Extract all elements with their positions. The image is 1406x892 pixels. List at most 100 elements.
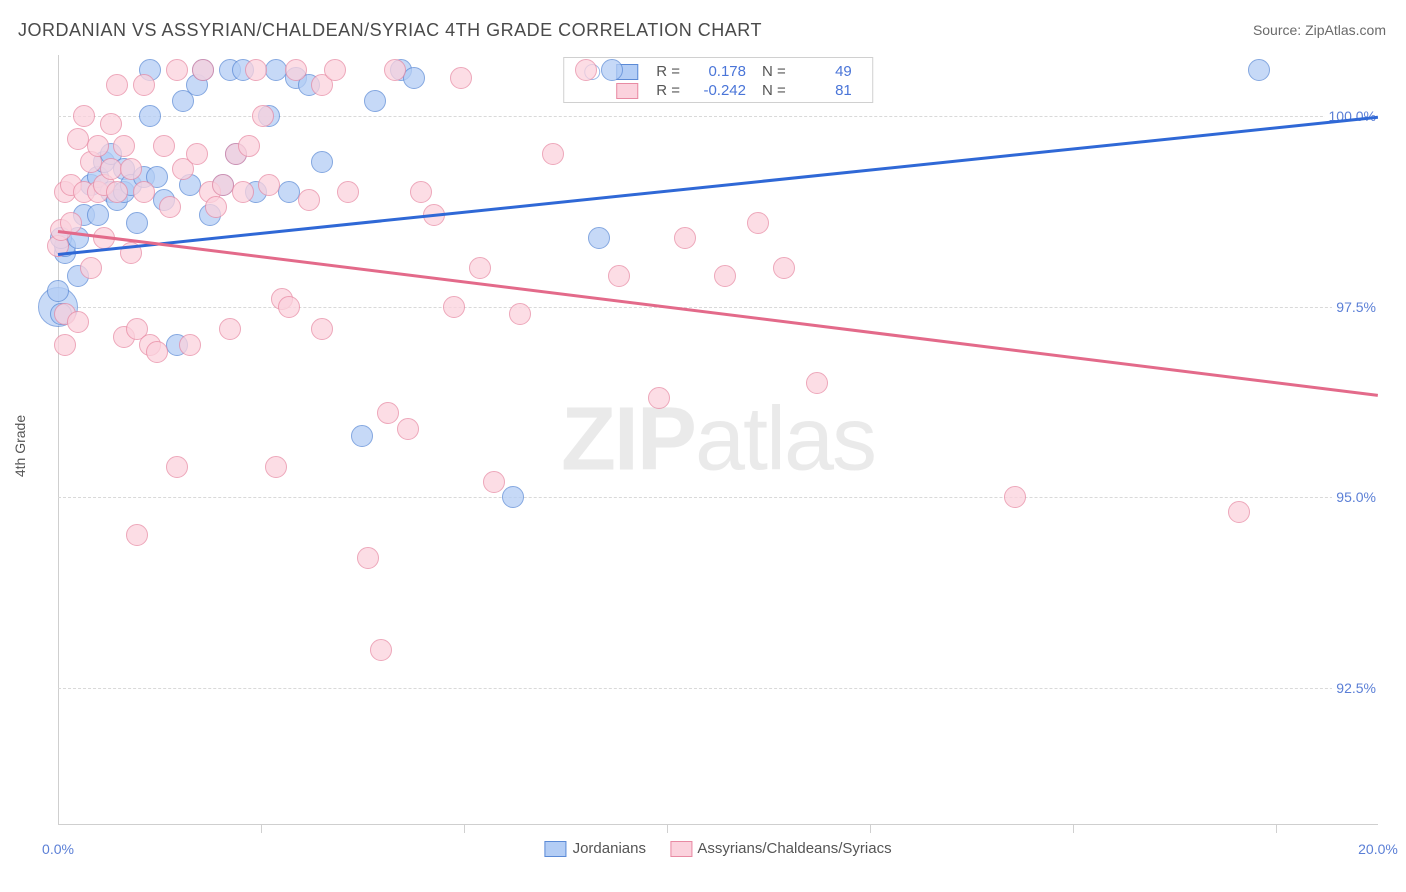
scatter-point <box>106 181 128 203</box>
x-minor-tick <box>667 825 668 833</box>
scatter-point <box>166 456 188 478</box>
scatter-point <box>113 135 135 157</box>
y-tick-label: 95.0% <box>1332 489 1380 505</box>
scatter-point <box>73 105 95 127</box>
scatter-point <box>232 181 254 203</box>
legend-r-value: 0.178 <box>688 62 754 81</box>
legend-label: Jordanians <box>568 840 646 857</box>
scatter-point <box>126 524 148 546</box>
scatter-point <box>450 67 472 89</box>
scatter-point <box>483 471 505 493</box>
scatter-point <box>509 303 531 325</box>
scatter-point <box>1004 486 1026 508</box>
scatter-point <box>126 212 148 234</box>
legend-n-label: N = <box>754 62 794 81</box>
legend-swatch <box>670 841 692 857</box>
x-axis-line <box>58 824 1378 825</box>
scatter-point <box>364 90 386 112</box>
legend-item: Assyrians/Chaldeans/Syriacs <box>670 840 892 857</box>
x-minor-tick <box>1073 825 1074 833</box>
legend-r-label: R = <box>648 81 688 100</box>
chart-source: Source: ZipAtlas.com <box>1253 22 1386 38</box>
chart-title: JORDANIAN VS ASSYRIAN/CHALDEAN/SYRIAC 4T… <box>18 20 762 41</box>
scatter-point <box>337 181 359 203</box>
legend-row: R =-0.242N =81 <box>576 81 860 100</box>
scatter-point <box>146 341 168 363</box>
legend-item: Jordanians <box>544 840 646 857</box>
trend-line <box>58 230 1378 396</box>
scatter-point <box>542 143 564 165</box>
y-tick-label: 92.5% <box>1332 680 1380 696</box>
y-axis-line <box>58 55 59 825</box>
grid-line <box>58 307 1378 308</box>
scatter-point <box>238 135 260 157</box>
scatter-point <box>212 174 234 196</box>
scatter-point <box>311 318 333 340</box>
legend-n-value: 49 <box>794 62 860 81</box>
scatter-point <box>100 158 122 180</box>
legend-swatch <box>616 83 638 99</box>
scatter-point <box>80 257 102 279</box>
scatter-point <box>806 372 828 394</box>
legend-r-value: -0.242 <box>688 81 754 100</box>
y-axis-title: 4th Grade <box>12 415 28 477</box>
legend-n-label: N = <box>754 81 794 100</box>
scatter-point <box>87 135 109 157</box>
scatter-point <box>443 296 465 318</box>
plot-area: ZIPatlas R =0.178N =49R =-0.242N =81 Jor… <box>58 55 1378 825</box>
scatter-point <box>357 547 379 569</box>
scatter-point <box>1228 501 1250 523</box>
scatter-point <box>133 181 155 203</box>
scatter-point <box>674 227 696 249</box>
x-minor-tick <box>1276 825 1277 833</box>
scatter-point <box>278 181 300 203</box>
grid-line <box>58 688 1378 689</box>
scatter-point <box>54 334 76 356</box>
scatter-point <box>410 181 432 203</box>
scatter-point <box>773 257 795 279</box>
scatter-point <box>192 59 214 81</box>
scatter-point <box>67 128 89 150</box>
scatter-point <box>1248 59 1270 81</box>
scatter-point <box>106 74 128 96</box>
legend-n-value: 81 <box>794 81 860 100</box>
scatter-point <box>47 280 69 302</box>
scatter-point <box>133 74 155 96</box>
scatter-point <box>377 402 399 424</box>
scatter-point <box>252 105 274 127</box>
scatter-point <box>100 113 122 135</box>
scatter-point <box>648 387 670 409</box>
scatter-point <box>588 227 610 249</box>
scatter-point <box>166 59 188 81</box>
x-tick-label: 20.0% <box>1358 841 1398 857</box>
scatter-point <box>278 296 300 318</box>
x-tick-label: 0.0% <box>42 841 74 857</box>
x-minor-tick <box>870 825 871 833</box>
scatter-point <box>370 639 392 661</box>
legend-swatch <box>544 841 566 857</box>
legend-label: Assyrians/Chaldeans/Syriacs <box>694 840 892 857</box>
scatter-point <box>245 59 267 81</box>
scatter-point <box>351 425 373 447</box>
scatter-point <box>258 174 280 196</box>
scatter-point <box>324 59 346 81</box>
scatter-point <box>87 204 109 226</box>
x-minor-tick <box>464 825 465 833</box>
watermark: ZIPatlas <box>561 389 875 492</box>
legend-r-label: R = <box>648 62 688 81</box>
scatter-point <box>67 311 89 333</box>
scatter-point <box>265 59 287 81</box>
scatter-point <box>575 59 597 81</box>
scatter-point <box>153 135 175 157</box>
x-minor-tick <box>261 825 262 833</box>
scatter-point <box>205 196 227 218</box>
scatter-point <box>219 318 241 340</box>
scatter-point <box>285 59 307 81</box>
scatter-point <box>469 257 491 279</box>
scatter-point <box>714 265 736 287</box>
scatter-point <box>139 105 161 127</box>
scatter-point <box>179 334 201 356</box>
scatter-point <box>311 151 333 173</box>
scatter-point <box>502 486 524 508</box>
legend-series: Jordanians Assyrians/Chaldeans/Syriacs <box>532 840 903 857</box>
